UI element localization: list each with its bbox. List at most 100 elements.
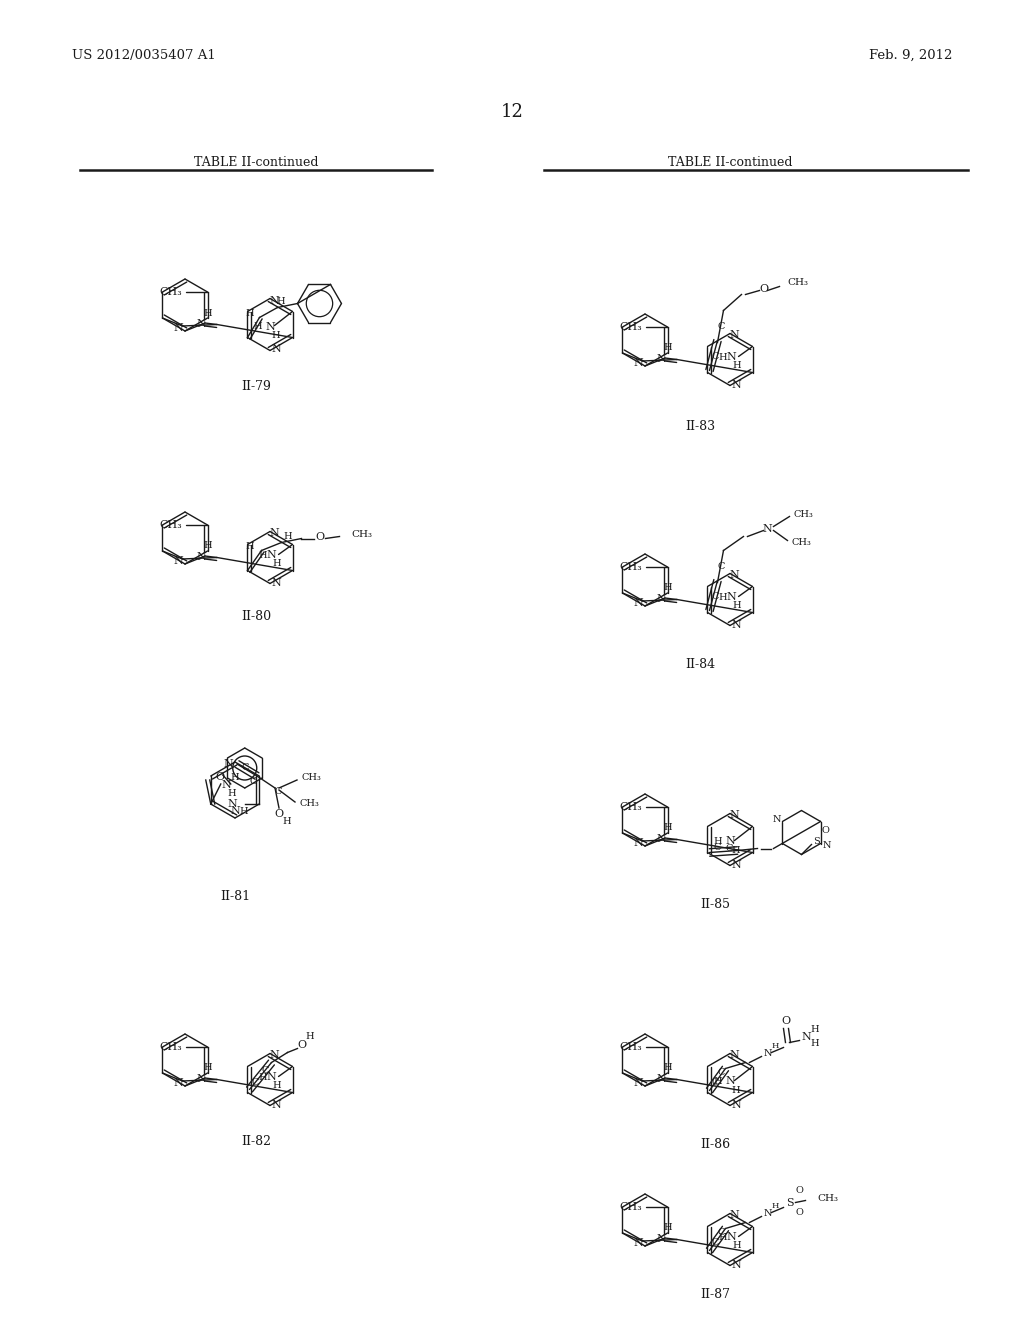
Text: CH₃: CH₃ [299,800,318,808]
Text: N: N [656,1074,666,1084]
Text: N: N [772,814,780,824]
Text: N: N [727,351,736,362]
Text: H: H [664,824,673,833]
Text: H: H [204,309,212,318]
Text: N: N [634,598,643,609]
Text: II-86: II-86 [700,1138,730,1151]
Text: N: N [656,354,666,364]
Text: US 2012/0035407 A1: US 2012/0035407 A1 [72,49,216,62]
Text: N: N [656,1234,666,1243]
Text: CH₃: CH₃ [620,322,642,333]
Text: C: C [714,843,721,851]
Text: H: H [731,1086,739,1096]
Text: CH₃: CH₃ [351,531,373,539]
Text: N: N [729,1051,739,1060]
Text: H: H [284,532,292,541]
Text: O: O [274,809,284,818]
Text: C: C [718,1228,725,1237]
Text: N: N [727,591,736,602]
Text: C: C [726,843,733,853]
Text: N: N [731,1100,740,1110]
Text: H: H [259,1073,267,1082]
Text: N: N [197,319,206,329]
Text: TABLE II-continued: TABLE II-continued [668,156,793,169]
Text: N: N [174,1078,183,1088]
Text: N: N [727,1232,736,1242]
Text: H: H [283,817,291,825]
Text: N: N [269,296,279,305]
Text: N: N [822,841,830,850]
Text: O: O [796,1185,804,1195]
Text: H: H [772,1201,779,1209]
Text: H: H [245,543,254,550]
Text: N: N [222,780,231,789]
Text: C: C [252,1078,259,1086]
Text: N: N [763,524,772,533]
Text: II-81: II-81 [220,890,250,903]
Text: N: N [269,528,279,539]
Text: H: H [259,550,267,560]
Text: CH₃: CH₃ [160,286,182,297]
Text: N: N [729,570,739,581]
Text: C: C [712,352,719,360]
Text: CH₃: CH₃ [620,1203,642,1212]
Text: N: N [656,834,666,843]
Text: H: H [239,808,248,817]
Text: N: N [197,1074,206,1084]
Text: II-80: II-80 [241,610,271,623]
Text: H: H [271,331,280,341]
Text: II-83: II-83 [685,420,715,433]
Text: H: H [772,1041,779,1049]
Text: CH₃: CH₃ [301,774,321,783]
Text: II-82: II-82 [241,1135,271,1148]
Text: N: N [726,837,735,846]
Text: N: N [174,323,183,333]
Text: C: C [718,562,725,572]
Text: C: C [274,787,282,796]
Text: O: O [821,826,829,836]
Text: CH₃: CH₃ [160,1041,182,1052]
Text: N: N [223,759,233,770]
Text: H: H [719,1233,727,1242]
Text: CH₃: CH₃ [817,1195,839,1203]
Text: H: H [714,1077,723,1086]
Text: II-79: II-79 [241,380,271,393]
Text: H: H [204,1064,212,1072]
Text: H: H [810,1039,819,1048]
Text: C: C [712,1078,719,1086]
Text: C: C [718,322,725,331]
Text: 12: 12 [501,103,523,121]
Text: C: C [262,1067,269,1074]
Text: H: H [664,583,673,593]
Text: N: N [174,556,183,566]
Text: C: C [718,1068,725,1077]
Text: CH₃: CH₃ [620,562,642,572]
Text: H: H [731,846,739,855]
Text: N: N [729,1210,739,1221]
Text: N: N [230,807,240,816]
Text: N: N [729,330,739,341]
Text: CH₃: CH₃ [620,803,642,812]
Text: O: O [796,1208,804,1217]
Text: H: H [664,343,673,352]
Text: TABLE II-continued: TABLE II-continued [194,156,318,169]
Text: C: C [712,1238,719,1247]
Text: H: H [664,1064,673,1072]
Text: C: C [249,776,257,785]
Text: O: O [216,772,225,781]
Text: Feb. 9, 2012: Feb. 9, 2012 [868,49,952,62]
Text: N: N [731,380,740,389]
Text: H: H [305,1032,313,1041]
Text: N: N [271,345,281,355]
Text: N: N [731,619,740,630]
Text: N: N [267,1072,276,1081]
Text: H: H [230,772,239,781]
Text: H: H [719,593,727,602]
Text: H: H [254,322,262,331]
Text: N: N [269,1051,279,1060]
Text: H: H [227,789,236,799]
Text: O: O [297,1040,306,1049]
Text: H: H [719,352,727,362]
Text: N: N [227,799,238,809]
Text: N: N [726,1077,735,1086]
